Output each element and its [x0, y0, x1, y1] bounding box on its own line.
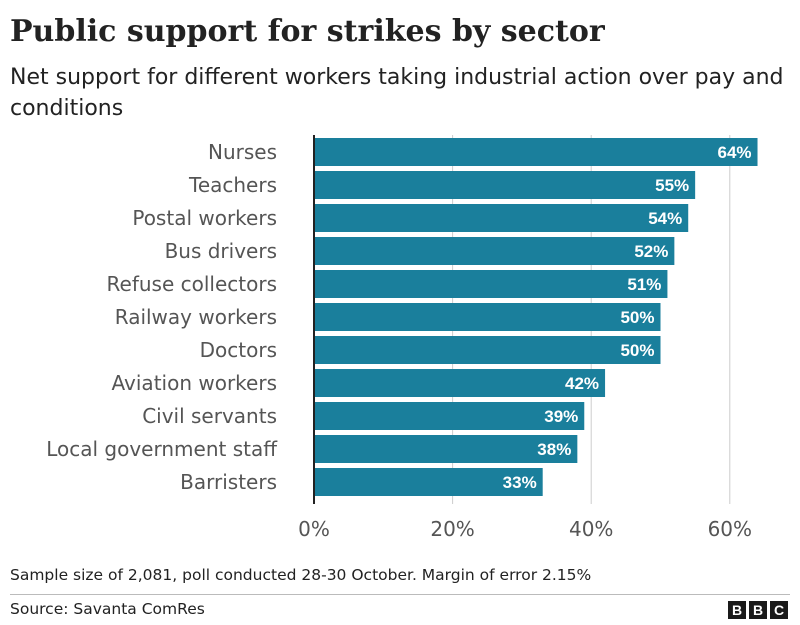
x-tick-label: 20%	[430, 517, 474, 541]
bar-chart: Nurses Teachers Postal workers Bus drivers R…	[46, 135, 758, 541]
bar-value-label: 38%	[537, 440, 571, 459]
chart-title: Public support for strikes by sector	[10, 14, 605, 49]
bbc-logo-letter: B	[728, 601, 746, 619]
category-label: Aviation workers	[112, 371, 277, 395]
bar-value-label: 54%	[648, 209, 682, 228]
category-label: Teachers	[188, 173, 277, 197]
bar	[314, 468, 543, 496]
category-label: Refuse collectors	[107, 272, 277, 296]
footer-divider	[10, 594, 790, 595]
bar-value-label: 52%	[634, 242, 668, 261]
bar-value-label: 64%	[717, 143, 751, 162]
chart-subtitle: Net support for different workers taking…	[10, 65, 784, 121]
bar	[314, 138, 758, 166]
x-tick-label: 60%	[708, 517, 752, 541]
bar	[314, 435, 578, 463]
bar-value-label: 50%	[620, 341, 654, 360]
category-label: Doctors	[200, 338, 277, 362]
category-label: Bus drivers	[165, 239, 277, 263]
bbc-logo-letter: C	[770, 601, 788, 619]
bar-value-label: 55%	[655, 176, 689, 195]
category-label: Postal workers	[132, 206, 277, 230]
category-label: Civil servants	[142, 404, 277, 428]
bar	[314, 237, 675, 265]
bar	[314, 270, 668, 298]
bar	[314, 402, 585, 430]
bar	[314, 336, 661, 364]
category-label: Local government staff	[46, 437, 278, 461]
bar	[314, 204, 689, 232]
bar-value-label: 42%	[565, 374, 599, 393]
x-tick-label: 0%	[298, 517, 330, 541]
sample-note: Sample size of 2,081, poll conducted 28-…	[10, 566, 592, 584]
bar-value-label: 33%	[503, 473, 537, 492]
category-label: Barristers	[180, 470, 277, 494]
category-label: Railway workers	[115, 305, 277, 329]
bar-value-label: 50%	[620, 308, 654, 327]
source-text: Source: Savanta ComRes	[10, 600, 205, 618]
bar	[314, 171, 696, 199]
x-tick-label: 40%	[569, 517, 613, 541]
bar-value-label: 39%	[544, 407, 578, 426]
bar-value-label: 51%	[627, 275, 661, 294]
category-label: Nurses	[208, 140, 277, 164]
bbc-logo: B B C	[728, 601, 788, 619]
bar	[314, 369, 606, 397]
bar	[314, 303, 661, 331]
bbc-logo-letter: B	[749, 601, 767, 619]
